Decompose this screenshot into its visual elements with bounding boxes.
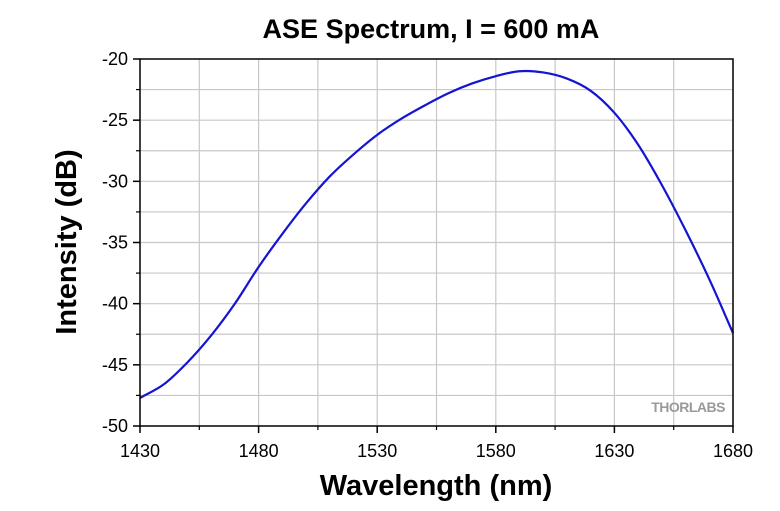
plot-frame bbox=[139, 58, 734, 427]
x-tick-label: 1480 bbox=[239, 441, 279, 461]
y-tick-label: -30 bbox=[102, 171, 128, 191]
y-tick-label: -25 bbox=[102, 110, 128, 130]
x-axis-label: Wavelength (nm) bbox=[320, 470, 553, 502]
grid bbox=[140, 59, 733, 426]
y-tick-label: -40 bbox=[102, 294, 128, 314]
thorlabs-watermark: THORLABS bbox=[651, 399, 725, 415]
x-tick-label: 1680 bbox=[713, 441, 753, 461]
tick-labels: 1430 1480 1530 1580 1630 1680 -20 -25 -30 -35 -40 -… bbox=[102, 49, 753, 461]
y-tick-label: -20 bbox=[102, 49, 128, 69]
x-tick-label: 1430 bbox=[120, 441, 160, 461]
y-tick-label: -35 bbox=[102, 233, 128, 253]
y-tick-label: -50 bbox=[102, 416, 128, 436]
y-axis-label: Intensity (dB) bbox=[51, 149, 83, 334]
ticks bbox=[133, 58, 734, 433]
x-tick-label: 1530 bbox=[357, 441, 397, 461]
chart-title: ASE Spectrum, I = 600 mA bbox=[263, 14, 600, 44]
x-tick-label: 1630 bbox=[594, 441, 634, 461]
x-tick-label: 1580 bbox=[476, 441, 516, 461]
y-tick-label: -45 bbox=[102, 355, 128, 375]
series-line bbox=[139, 69, 735, 399]
